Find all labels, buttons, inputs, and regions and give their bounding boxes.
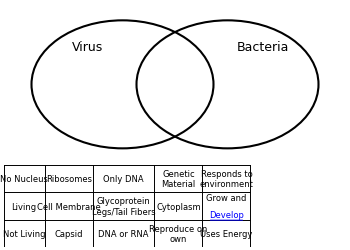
Text: Bacteria: Bacteria bbox=[236, 41, 289, 54]
Text: Develop: Develop bbox=[209, 210, 244, 219]
Text: Living: Living bbox=[12, 202, 37, 211]
Text: Ribosomes: Ribosomes bbox=[46, 174, 92, 183]
Text: Only DNA: Only DNA bbox=[103, 174, 144, 183]
Text: Virus: Virus bbox=[72, 41, 103, 54]
Text: Genetic
Material: Genetic Material bbox=[161, 169, 196, 188]
Text: Capsid: Capsid bbox=[54, 229, 83, 238]
Text: Uses Energy: Uses Energy bbox=[200, 229, 253, 238]
Text: DNA or RNA: DNA or RNA bbox=[98, 229, 149, 238]
Text: Not Living: Not Living bbox=[3, 229, 45, 238]
Text: Cytoplasm: Cytoplasm bbox=[156, 202, 201, 211]
Text: Glycoprotein
Legs/Tail Fibers: Glycoprotein Legs/Tail Fibers bbox=[92, 196, 155, 216]
Text: No Nucleus: No Nucleus bbox=[0, 174, 48, 183]
Text: Responds to
environment: Responds to environment bbox=[199, 169, 253, 188]
Text: Reproduce on
own: Reproduce on own bbox=[149, 224, 208, 244]
Text: Grow and: Grow and bbox=[206, 194, 247, 202]
Text: Cell Membrane: Cell Membrane bbox=[37, 202, 100, 211]
